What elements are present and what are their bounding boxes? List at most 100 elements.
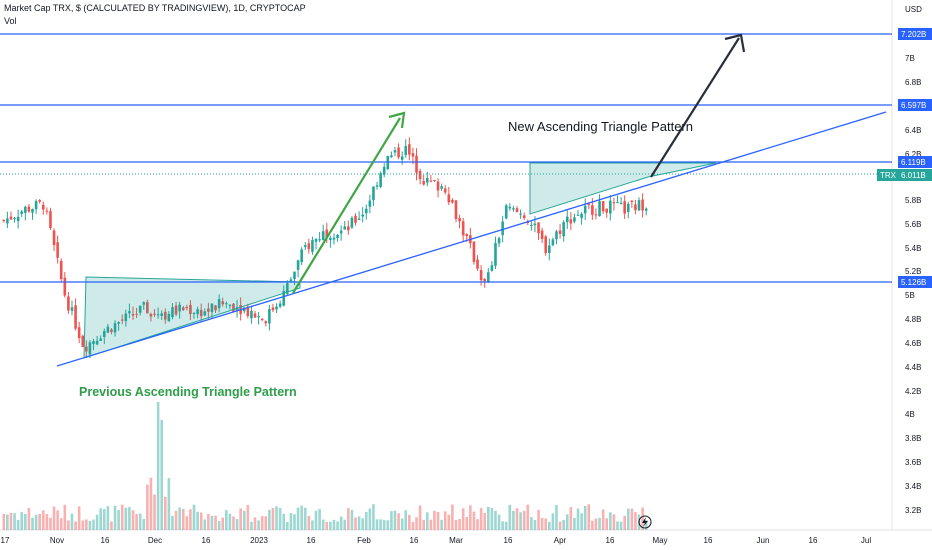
candle xyxy=(354,213,357,226)
volume-bar xyxy=(52,506,56,530)
volume-bar xyxy=(275,506,278,530)
volume-bar xyxy=(623,515,626,530)
candle xyxy=(641,193,644,218)
candle xyxy=(38,199,41,204)
candle xyxy=(558,224,562,239)
volume-bar xyxy=(314,510,318,530)
candle xyxy=(67,291,70,314)
volume-bar xyxy=(562,519,565,530)
volume-bar xyxy=(591,520,594,530)
volume-bar xyxy=(339,516,343,530)
volume-bar xyxy=(422,519,425,530)
candle xyxy=(544,234,548,256)
candle xyxy=(250,305,253,324)
candle xyxy=(286,280,289,297)
time-tick-label: 16 xyxy=(307,536,316,545)
time-tick-label: 2023 xyxy=(250,536,268,545)
volume-bar xyxy=(332,519,336,530)
volume-bar xyxy=(117,510,120,530)
time-axis[interactable]: 17 Nov 16 Dec 16 2023 16 Feb 16 Mar 16 Apr 16 May 16 Ju… xyxy=(1,536,872,545)
price-tick-label: 3.8B xyxy=(905,434,921,443)
candle xyxy=(619,197,623,205)
candle xyxy=(20,209,24,218)
volume-bar xyxy=(418,505,422,530)
candle xyxy=(508,203,512,211)
volume-bar xyxy=(207,513,210,530)
time-tick-label: 16 xyxy=(202,536,211,545)
volume-bar xyxy=(181,508,185,530)
candle xyxy=(447,187,451,206)
currency-label: USD xyxy=(905,5,922,14)
time-tick-label: 16 xyxy=(606,536,615,545)
candle xyxy=(601,200,605,214)
volume-bar xyxy=(361,518,364,530)
candle xyxy=(512,205,515,212)
candle xyxy=(483,277,487,288)
volume-bar xyxy=(594,518,598,530)
volume-bar xyxy=(404,510,408,530)
candle xyxy=(131,306,135,320)
candle xyxy=(382,163,386,178)
volume-bar xyxy=(77,506,81,530)
lightning-icon[interactable] xyxy=(638,515,652,529)
volume-bar xyxy=(386,520,390,530)
candle xyxy=(318,231,321,243)
candle xyxy=(634,199,637,215)
candles-layer xyxy=(2,137,648,359)
volume-bar xyxy=(555,505,558,530)
volume-bar xyxy=(433,510,436,530)
price-labels: 7.202B 6.597B 6.119B TRX 6.011B 5.126B xyxy=(877,28,932,288)
candle xyxy=(472,241,476,265)
time-tick-label: 17 xyxy=(1,536,10,545)
volume-bar xyxy=(106,506,110,530)
volume-bar xyxy=(321,519,325,530)
candle xyxy=(390,151,393,158)
volume-bar xyxy=(325,521,329,530)
price-label: 5.126B xyxy=(898,276,932,288)
volume-bar xyxy=(85,519,88,530)
volume-bar xyxy=(440,519,443,530)
volume-bar xyxy=(268,509,271,530)
volume-bar xyxy=(131,510,135,530)
candle xyxy=(153,309,156,317)
volume-bar xyxy=(318,508,321,530)
volume-bar xyxy=(27,508,31,530)
candle xyxy=(562,220,565,242)
candle xyxy=(555,229,558,245)
volume-bar xyxy=(461,508,465,530)
candle xyxy=(253,310,257,318)
volume-bar xyxy=(74,521,77,530)
candle xyxy=(440,183,443,192)
candle xyxy=(458,214,461,229)
volume-bar xyxy=(38,513,41,530)
candle xyxy=(490,261,494,272)
price-tick-label: 4B xyxy=(905,410,915,419)
volume-bar xyxy=(454,519,458,530)
time-tick-label: 16 xyxy=(101,536,110,545)
volume-bar xyxy=(443,511,447,530)
volume-bar xyxy=(630,508,634,530)
time-tick-label: Nov xyxy=(50,536,64,545)
candle xyxy=(156,307,160,319)
candle xyxy=(379,171,382,189)
candle xyxy=(504,203,508,220)
price-axis[interactable]: USD7B6.8B6.6B6.4B6.2B6B5.8B5.6B5.4B5.2B5… xyxy=(905,5,922,515)
candle xyxy=(6,211,9,228)
volume-bar xyxy=(286,521,289,530)
time-tick-label: Dec xyxy=(148,536,162,545)
volume-bar xyxy=(31,517,34,530)
candle xyxy=(451,198,454,204)
candle xyxy=(494,236,497,270)
candle xyxy=(59,258,63,282)
volume-bar xyxy=(128,507,131,530)
time-tick-label: 16 xyxy=(809,536,818,545)
volume-bar xyxy=(16,519,20,530)
candle xyxy=(336,234,339,242)
price-tick-label: 3.2B xyxy=(905,506,921,515)
price-tick-label: 3.6B xyxy=(905,458,921,467)
candle xyxy=(146,299,149,314)
volume-bar xyxy=(397,513,400,530)
candle xyxy=(289,276,293,282)
volume-bar xyxy=(451,504,454,530)
